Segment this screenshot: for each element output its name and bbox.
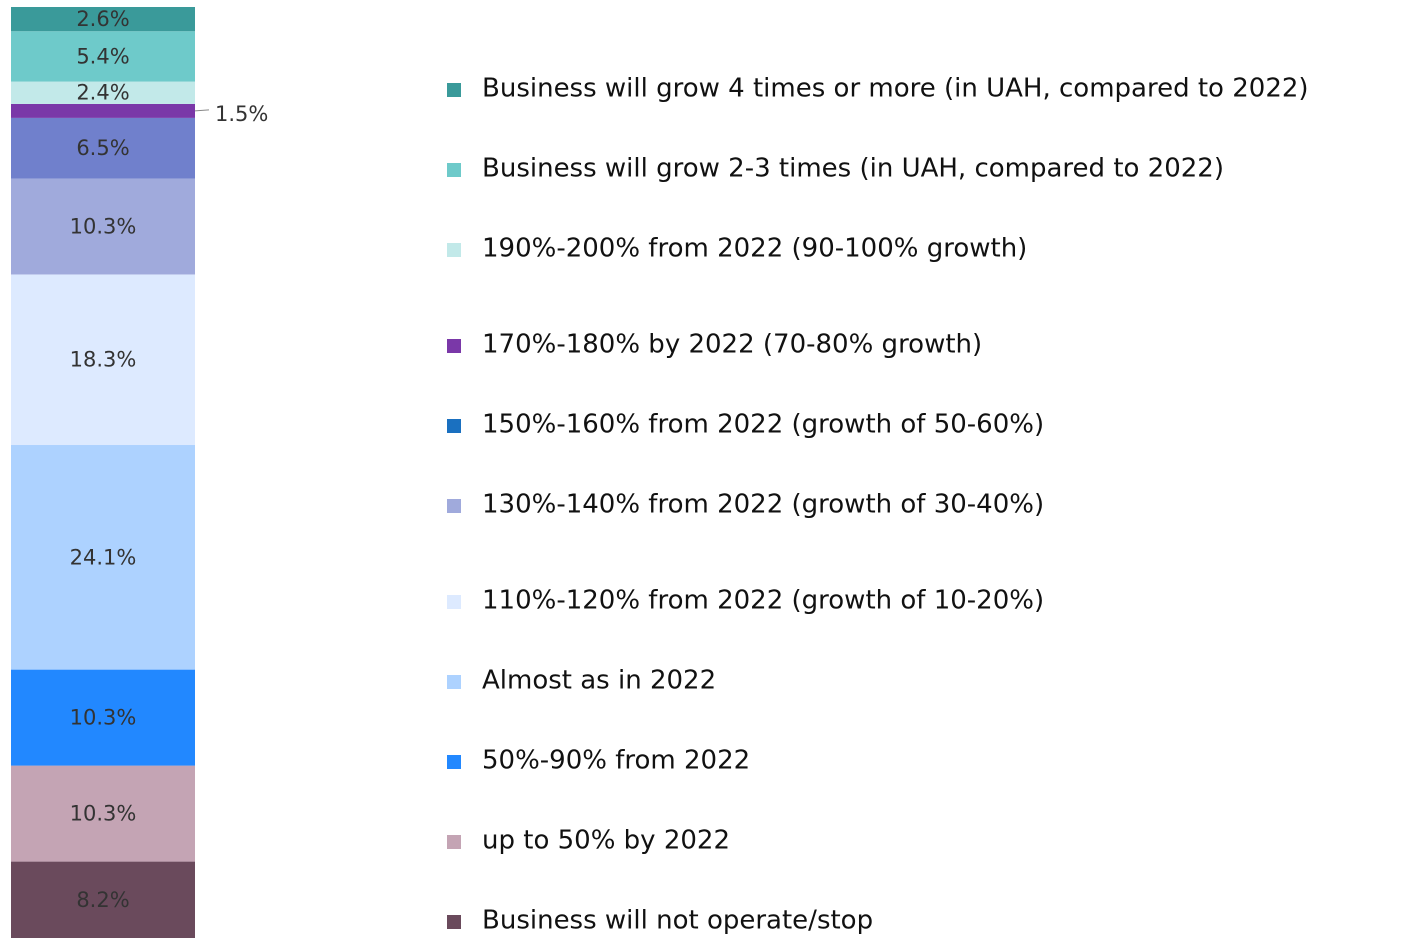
value-label: 10.3% [70,802,137,826]
bar-segment [11,445,195,670]
legend-label: Business will grow 2-3 times (in UAH, co… [482,154,1224,184]
legend-label: 130%-140% from 2022 (growth of 30-40%) [482,490,1044,520]
legend-marker [447,675,461,689]
legend-label: up to 50% by 2022 [482,826,730,856]
value-label: 6.5% [76,136,129,160]
legend-label: Business will grow 4 times or more (in U… [482,74,1309,104]
legend-label: 110%-120% from 2022 (growth of 10-20%) [482,586,1044,616]
bar-segment [11,274,195,446]
value-label: 5.4% [76,44,129,68]
bar-segment [11,669,195,766]
legend-marker [447,83,461,97]
legend-marker [447,499,461,513]
legend-marker [447,915,461,929]
legend-marker [447,163,461,177]
legend-marker [447,339,461,353]
bar-segment [11,765,195,862]
legend-marker [447,419,461,433]
bar-segment [11,81,195,104]
legend-label: 170%-180% by 2022 (70-80% growth) [482,330,982,360]
legend-marker [447,755,461,769]
bar-segment [11,7,195,32]
value-label: 2.4% [76,81,129,105]
value-label: 18.3% [70,348,137,372]
bar-segment [11,178,195,275]
legend-marker [447,835,461,849]
legend-marker [447,243,461,257]
legend-marker [447,595,461,609]
value-label: 1.5% [215,102,268,126]
bar-segment [11,117,195,179]
bar-segment [11,103,195,118]
bar-segment [11,861,195,938]
legend-label: Almost as in 2022 [482,666,716,696]
value-label: 2.6% [76,7,129,31]
leader-line [194,109,210,112]
bar-segment [11,31,195,82]
value-label: 8.2% [76,888,129,912]
value-label: 10.3% [70,214,137,238]
value-label: 10.3% [70,706,137,730]
legend-label: 50%-90% from 2022 [482,746,750,776]
value-label: 24.1% [70,545,137,569]
legend-label: 190%-200% from 2022 (90-100% growth) [482,234,1027,264]
legend-label: 150%-160% from 2022 (growth of 50-60%) [482,410,1044,440]
legend-label: Business will not operate/stop [482,906,873,936]
